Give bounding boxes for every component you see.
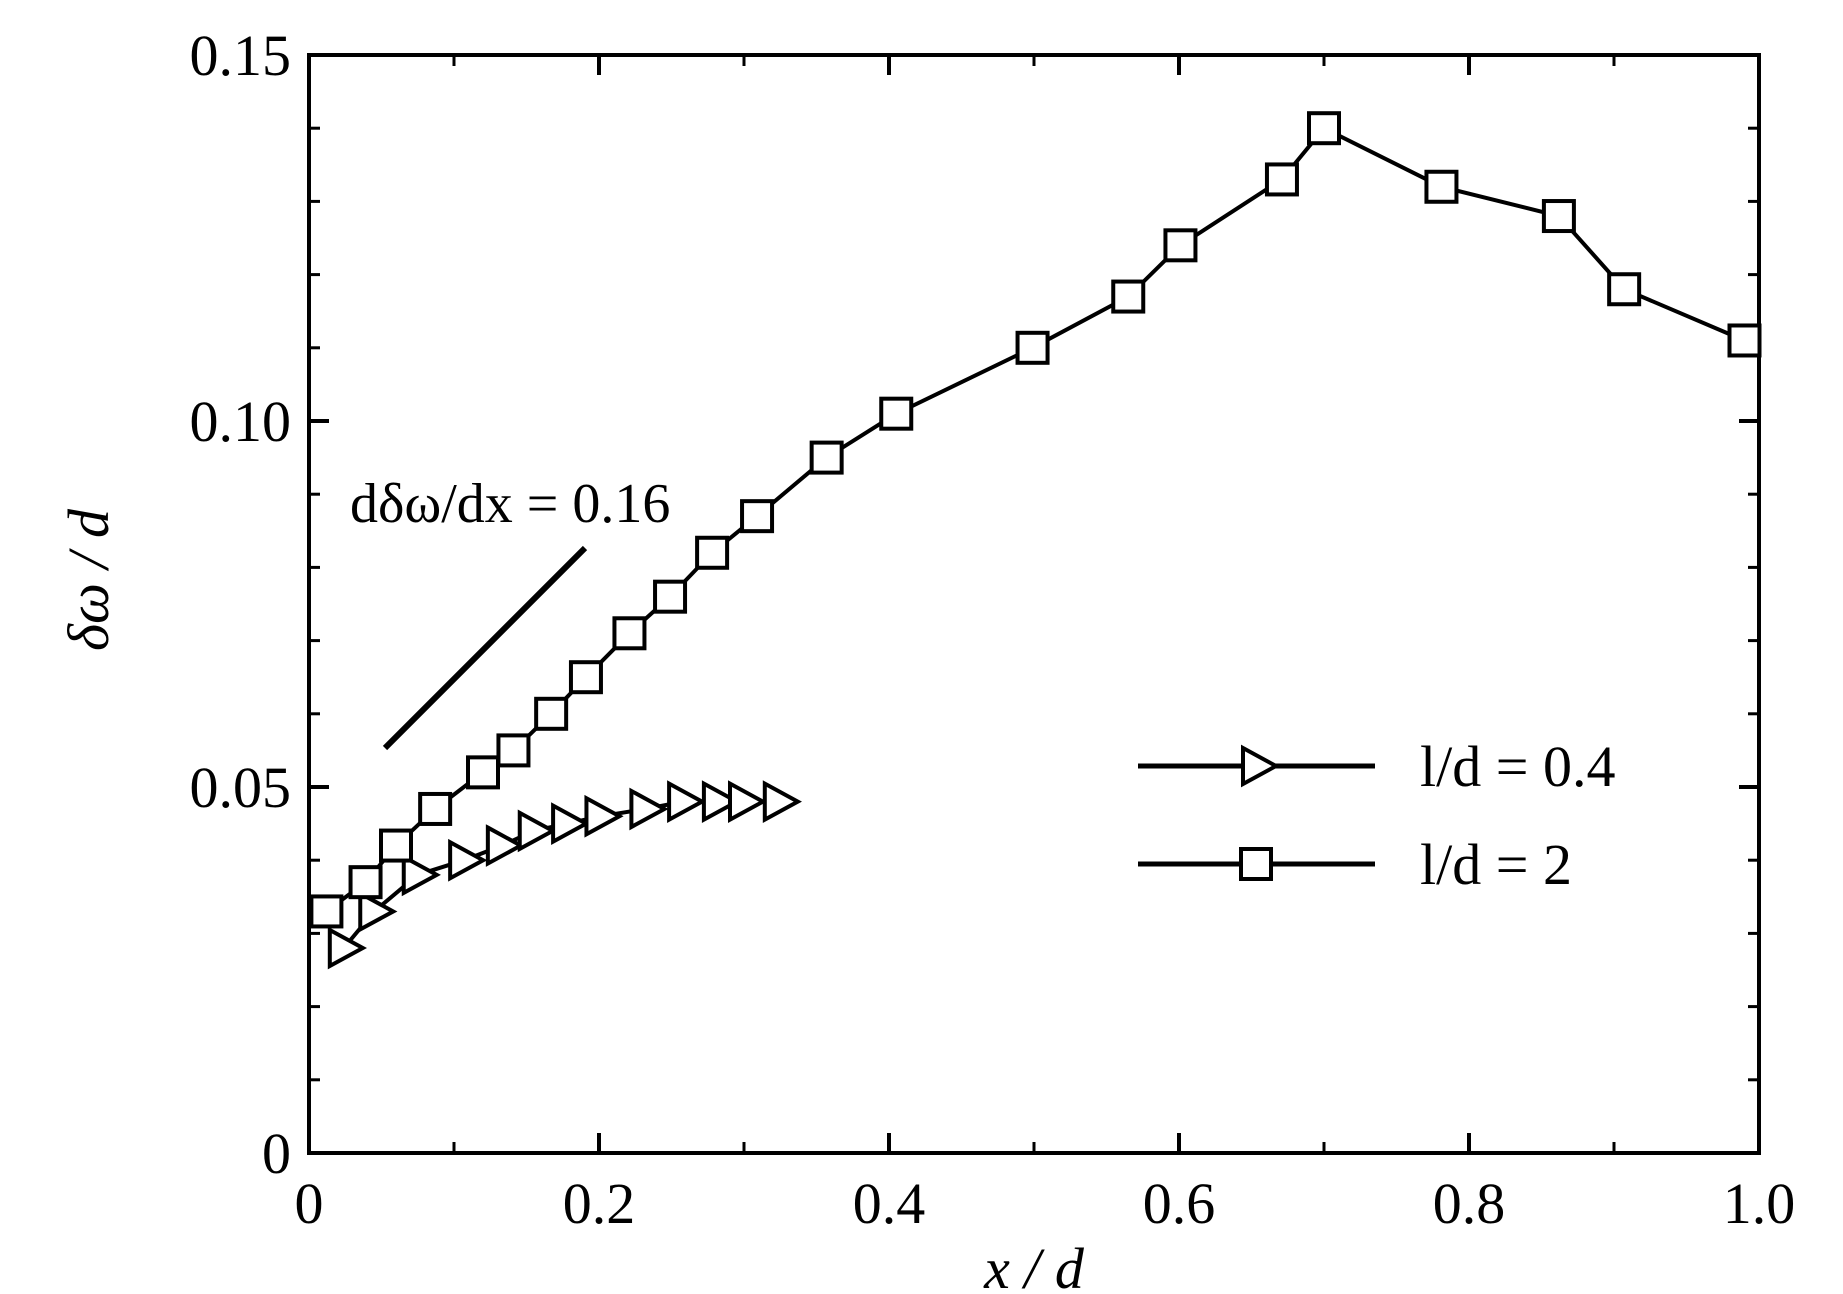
data-point-square — [534, 696, 569, 731]
legend-label-0: l/d = 0.4 — [1420, 734, 1615, 799]
data-point-triangle — [517, 809, 557, 853]
legend-item-0: l/d = 0.4 — [1138, 734, 1615, 799]
legend: l/d = 0.4 l/d = 2 — [1138, 734, 1615, 897]
y-ticks: 0 0.05 0.10 0.15 — [190, 23, 1759, 1186]
data-point-square — [1015, 330, 1050, 365]
data-point-square — [568, 660, 603, 695]
x-tick-label: 0.6 — [1143, 1171, 1216, 1236]
data-point-square — [1541, 199, 1576, 234]
data-point-triangle — [401, 853, 441, 897]
data-point-square — [1607, 272, 1642, 307]
x-tick-label: 0.8 — [1433, 1171, 1506, 1236]
y-axis-label: δω / d — [56, 508, 121, 651]
data-point-square — [612, 616, 647, 651]
data-point-square — [1264, 162, 1299, 197]
data-point-square — [809, 440, 844, 475]
data-point-triangle — [551, 802, 591, 845]
data-point-triangle — [485, 824, 526, 867]
data-point-square — [466, 755, 500, 790]
data-point-square — [1307, 111, 1341, 146]
x-tick-label: 1.0 — [1723, 1171, 1796, 1236]
slope-reference-line — [382, 545, 588, 751]
x-tick-label: 0.4 — [853, 1171, 926, 1236]
x-ticks: 0 0.2 0.4 0.6 0.8 1.0 — [295, 55, 1796, 1236]
data-point-square — [348, 865, 383, 900]
data-point-square — [1424, 169, 1459, 204]
data-point-square — [653, 579, 688, 614]
legend-label-1: l/d = 2 — [1420, 832, 1572, 897]
data-point-square — [1727, 323, 1762, 358]
data-point-triangle — [728, 780, 768, 824]
data-point-triangle — [629, 787, 669, 831]
data-point-square — [879, 396, 914, 431]
data-point-triangle — [701, 780, 742, 824]
x-axis-label: x / d — [983, 1236, 1085, 1294]
series-layer — [309, 111, 1762, 970]
data-point-triangle — [448, 838, 488, 882]
data-point-triangle — [762, 780, 802, 824]
data-point-square — [1163, 228, 1198, 263]
data-point-triangle — [667, 780, 707, 824]
x-tick-label: 0.2 — [563, 1171, 636, 1236]
data-point-triangle — [358, 890, 398, 933]
y-tick-label: 0.15 — [190, 23, 292, 88]
y-tick-label: 0.10 — [190, 389, 292, 454]
data-point-square — [309, 894, 344, 929]
data-point-square — [418, 791, 453, 826]
data-point-square — [1111, 279, 1146, 314]
legend-marker-square — [1239, 847, 1273, 881]
x-tick-label: 0 — [295, 1171, 324, 1236]
legend-item-1: l/d = 2 — [1138, 832, 1572, 897]
data-point-triangle — [327, 926, 367, 970]
data-point-square — [379, 828, 413, 863]
data-point-square — [496, 733, 531, 768]
data-point-square — [740, 499, 775, 534]
y-tick-label: 0.05 — [190, 755, 292, 820]
y-tick-label: 0 — [262, 1121, 291, 1186]
data-point-triangle — [584, 794, 624, 838]
legend-marker-triangle — [1241, 744, 1281, 788]
slope-annotation: dδω/dx = 0.16 — [350, 473, 670, 535]
data-point-square — [695, 535, 730, 570]
